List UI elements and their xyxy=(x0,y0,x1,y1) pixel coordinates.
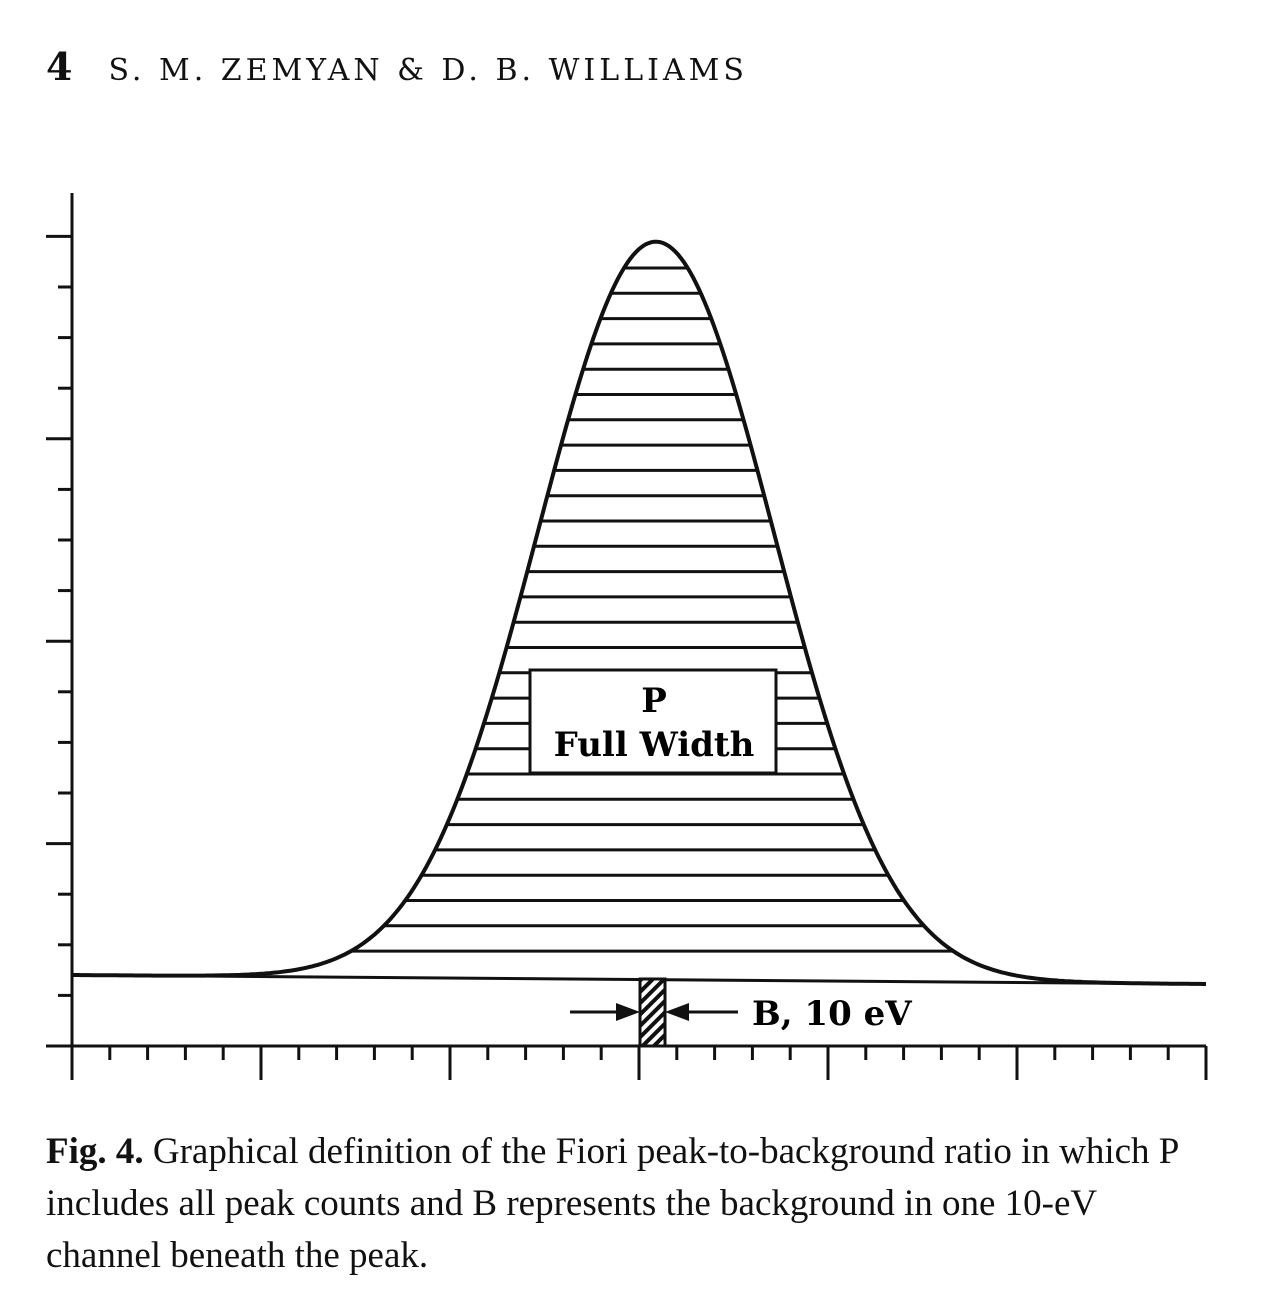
page-header: 4 S. M. ZEMYAN & D. B. WILLIAMS xyxy=(46,44,748,94)
figure-caption: Fig. 4. Graphical definition of the Fior… xyxy=(46,1126,1216,1282)
background-channel xyxy=(638,977,667,1048)
peak-label-p: P xyxy=(641,681,667,721)
y-axis-ticks xyxy=(46,234,72,1048)
x-axis-ticks xyxy=(70,1046,1208,1080)
running-head: S. M. ZEMYAN & D. B. WILLIAMS xyxy=(108,53,748,88)
left-arrow-head xyxy=(616,1003,640,1021)
peak-label-full-width: Full Width xyxy=(554,725,755,765)
peak-curve xyxy=(72,239,1206,986)
page-number: 4 xyxy=(46,44,73,89)
caption-text: Graphical definition of the Fiori peak-t… xyxy=(46,1131,1178,1276)
right-arrow-head xyxy=(665,1003,689,1021)
figure-diagram: P Full Width B, 10 eV xyxy=(46,193,1208,1080)
background-label: B, 10 eV xyxy=(752,994,912,1034)
peak-hatching xyxy=(72,266,1206,953)
caption-label: Fig. 4. xyxy=(46,1131,144,1172)
peak-label-box xyxy=(528,668,778,775)
